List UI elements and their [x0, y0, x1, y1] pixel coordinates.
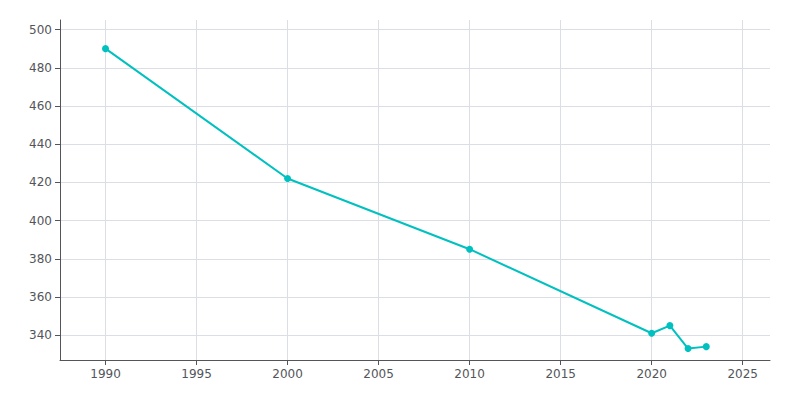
svg-text:400: 400 — [29, 214, 52, 228]
svg-text:460: 460 — [29, 99, 52, 113]
svg-text:2020: 2020 — [636, 367, 667, 381]
svg-text:440: 440 — [29, 137, 52, 151]
svg-text:1990: 1990 — [90, 367, 121, 381]
svg-text:500: 500 — [29, 23, 52, 37]
svg-text:480: 480 — [29, 61, 52, 75]
svg-text:420: 420 — [29, 175, 52, 189]
svg-text:340: 340 — [29, 328, 52, 342]
svg-text:360: 360 — [29, 290, 52, 304]
svg-text:1995: 1995 — [181, 367, 212, 381]
svg-text:2000: 2000 — [272, 367, 303, 381]
svg-text:380: 380 — [29, 252, 52, 266]
svg-text:2010: 2010 — [454, 367, 485, 381]
svg-text:2005: 2005 — [363, 367, 394, 381]
svg-text:2025: 2025 — [727, 367, 758, 381]
svg-text:2015: 2015 — [545, 367, 576, 381]
